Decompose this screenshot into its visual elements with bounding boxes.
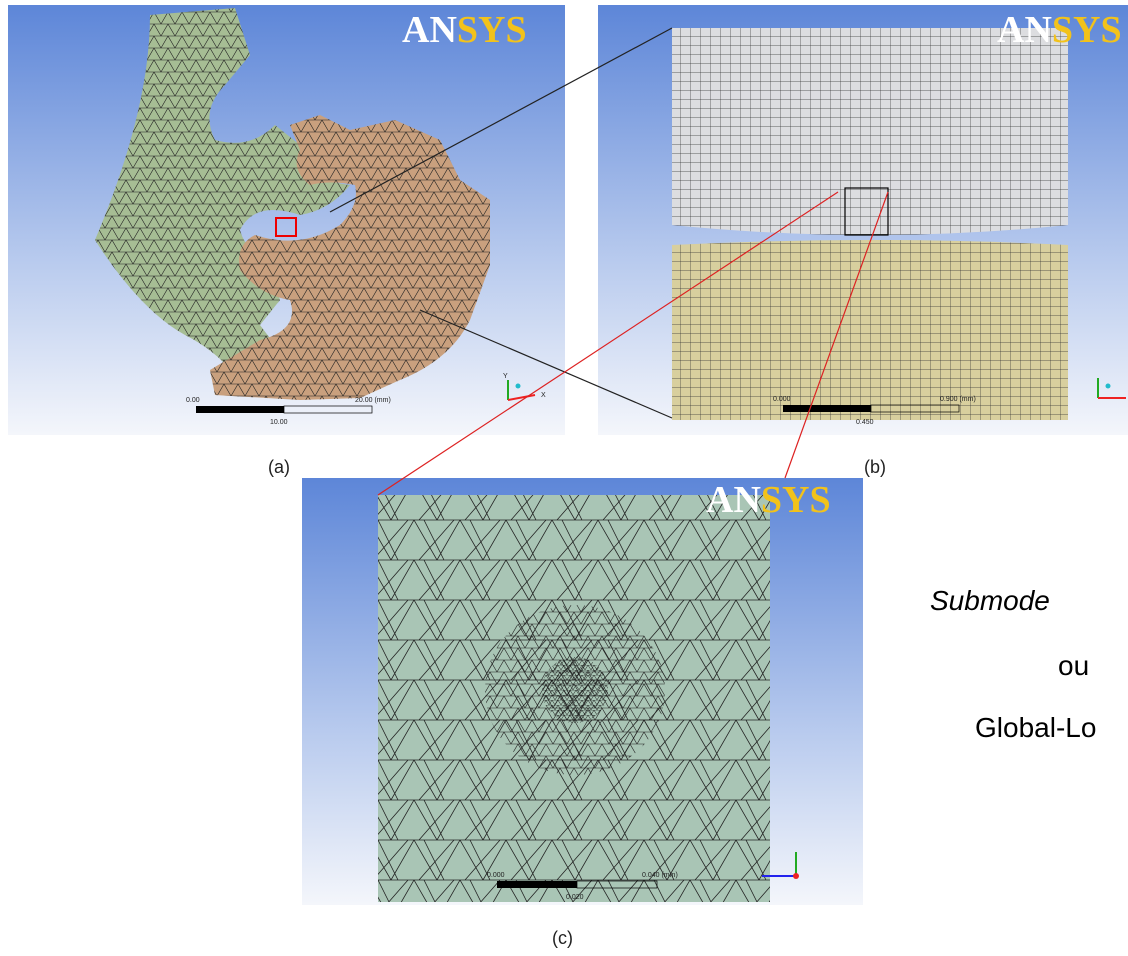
figure: ANSYS 0.00 10.00 20.00 (mm) Y X (a) ANSY… — [0, 0, 1128, 951]
page: ANSYS 0.00 10.00 20.00 (mm) Y X (a) ANSY… — [0, 0, 1128, 951]
axis-label: Y — [503, 373, 508, 380]
axis-label: X — [541, 392, 546, 399]
side-text: Global-Lo — [975, 712, 1096, 743]
logo-right: SYS — [1052, 9, 1122, 51]
logo: ANSYS — [706, 479, 831, 521]
logo-left: AN — [402, 9, 457, 51]
scale-bar — [497, 881, 577, 888]
scale-bar — [196, 406, 284, 413]
scale-label: 0.020 — [566, 894, 584, 901]
scale-label: 0.000 — [773, 396, 791, 403]
scale-label: 0.000 — [487, 872, 505, 879]
logo-right: SYS — [761, 479, 831, 521]
logo-left: AN — [997, 9, 1052, 51]
panel-b: ANSYS 0.000 0.450 0.900 (mm) (b) — [598, 5, 1128, 477]
scale-label: 0.040 (mm) — [642, 872, 678, 879]
side-text: ou — [1058, 650, 1089, 681]
scale-bar — [783, 405, 871, 412]
side-text: Submode — [930, 585, 1050, 616]
panel-a: ANSYS 0.00 10.00 20.00 (mm) Y X (a) — [8, 5, 565, 477]
axis-z — [516, 384, 521, 389]
logo-right: SYS — [457, 9, 527, 51]
scale-label: 0.900 (mm) — [940, 396, 976, 403]
mesh-dense — [542, 657, 608, 723]
logo-left: AN — [706, 479, 761, 521]
caption: (b) — [864, 457, 886, 477]
caption: (c) — [552, 928, 573, 948]
caption: (a) — [268, 457, 290, 477]
scale-label: 10.00 — [270, 419, 288, 426]
mesh — [672, 28, 1068, 235]
logo: ANSYS — [997, 9, 1122, 51]
mesh — [672, 240, 1068, 420]
axis-z — [1106, 384, 1111, 389]
panel-c: ANSYS 0.000 0.020 0.040 (mm) (c) — [302, 478, 863, 948]
axis-z — [793, 873, 799, 879]
scale-label: 0.00 — [186, 397, 200, 404]
logo: ANSYS — [402, 9, 527, 51]
scale-label: 0.450 — [856, 419, 874, 426]
scale-label: 20.00 (mm) — [355, 397, 391, 404]
